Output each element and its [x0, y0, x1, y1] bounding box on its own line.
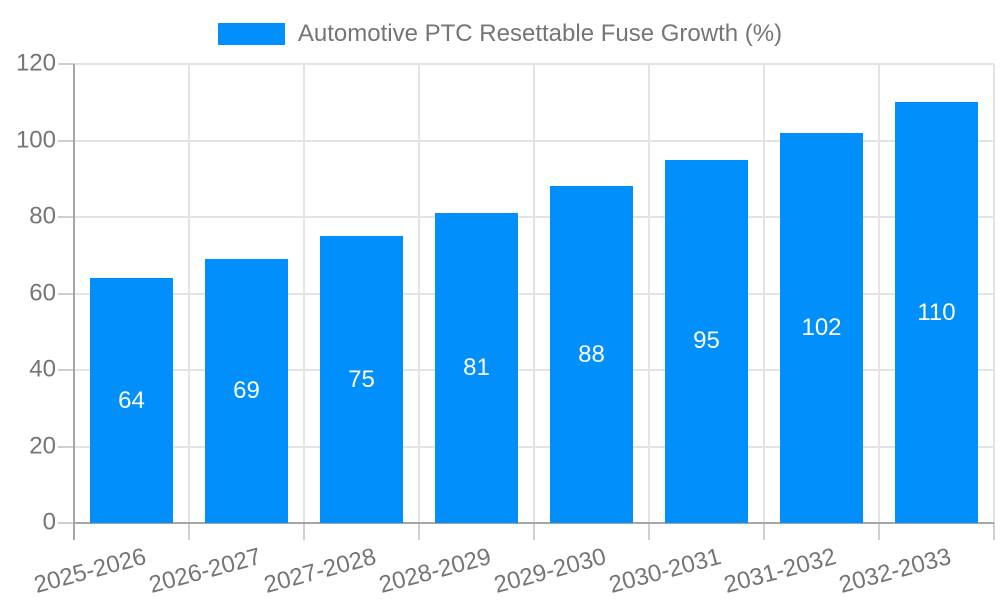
- y-axis-tick-mark: [58, 63, 74, 65]
- y-axis-tick-label: 120: [15, 49, 56, 77]
- x-axis-tick-mark: [533, 523, 535, 540]
- gridline-vertical: [763, 64, 765, 523]
- x-axis-tick-mark: [303, 523, 305, 540]
- bar-value-label: 102: [801, 313, 842, 341]
- legend-swatch: [217, 23, 285, 45]
- x-axis-tick-label: 2028-2029: [375, 543, 494, 599]
- x-axis-tick-mark: [993, 523, 995, 540]
- x-axis-tick-label: 2029-2030: [490, 543, 609, 599]
- x-axis-tick-label: 2032-2033: [835, 543, 954, 599]
- y-axis-tick-label: 80: [29, 202, 56, 230]
- bar-value-label: 110: [917, 298, 956, 326]
- gridline-vertical: [188, 64, 190, 523]
- y-axis-tick-label: 40: [29, 355, 56, 383]
- legend-label: Automotive PTC Resettable Fuse Growth (%…: [297, 20, 783, 47]
- x-axis-tick-mark: [188, 523, 190, 540]
- bar: 81: [435, 213, 518, 523]
- y-axis-tick-mark: [58, 445, 74, 448]
- bar: 69: [205, 259, 288, 523]
- gridline-vertical: [418, 64, 420, 523]
- y-axis-tick-mark: [58, 216, 74, 218]
- y-axis-tick-mark: [58, 369, 74, 371]
- bar: 110: [895, 102, 978, 523]
- bar-value-label: 64: [118, 386, 145, 414]
- y-axis-tick-mark: [58, 292, 74, 295]
- x-axis-tick-label: 2027-2028: [260, 543, 379, 599]
- chart-legend: Automotive PTC Resettable Fuse Growth (%…: [0, 20, 1000, 48]
- gridline-vertical: [993, 64, 995, 523]
- bar: 102: [780, 132, 863, 523]
- x-axis-tick-label: 2026-2027: [145, 543, 264, 599]
- x-axis-tick-mark: [418, 523, 420, 540]
- y-axis-tick-label: 20: [29, 431, 56, 459]
- x-axis-tick-label: 2031-2032: [720, 543, 839, 599]
- y-axis-tick-label: 0: [42, 508, 56, 536]
- x-axis-tick-mark: [878, 523, 880, 540]
- y-axis-tick-label: 60: [29, 278, 56, 306]
- gridline-vertical: [303, 64, 305, 523]
- bar: 75: [320, 236, 403, 523]
- gridline-vertical: [533, 64, 535, 523]
- y-axis-line: [73, 64, 75, 540]
- bar: 88: [550, 186, 633, 523]
- y-axis-tick-mark: [58, 139, 74, 142]
- bar: 95: [665, 159, 748, 523]
- bar-value-label: 88: [578, 340, 605, 368]
- bar-value-label: 81: [463, 354, 490, 382]
- bar-value-label: 75: [348, 365, 375, 393]
- bar-value-label: 69: [233, 377, 260, 405]
- x-axis-line: [74, 522, 994, 524]
- y-axis-tick-mark: [58, 522, 74, 524]
- bar: 64: [90, 278, 173, 523]
- x-axis-tick-label: 2025-2026: [30, 543, 149, 599]
- x-axis-tick-label: 2030-2031: [605, 543, 724, 599]
- x-axis-tick-mark: [763, 523, 765, 540]
- y-axis-tick-label: 100: [15, 125, 56, 153]
- bar-value-label: 95: [693, 327, 720, 355]
- gridline-vertical: [648, 64, 650, 523]
- gridline-vertical: [878, 64, 880, 523]
- x-axis-tick-mark: [648, 523, 650, 540]
